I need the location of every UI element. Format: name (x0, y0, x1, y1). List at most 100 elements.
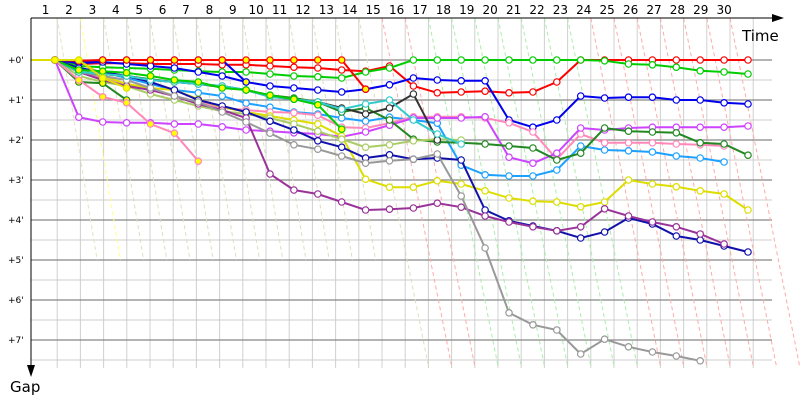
data-point (218, 84, 227, 92)
data-point (505, 119, 513, 127)
data-point (600, 198, 609, 206)
data-point (505, 89, 513, 97)
data-point (385, 96, 394, 104)
data-point (720, 190, 728, 198)
data-point (146, 84, 155, 92)
x-tick-label: 24 (576, 3, 591, 17)
data-point (75, 66, 83, 74)
data-point (648, 93, 657, 102)
data-point (433, 76, 442, 84)
data-point (648, 61, 657, 69)
series-16 (31, 56, 203, 166)
data-point (648, 218, 657, 226)
data-point (648, 128, 657, 136)
data-point (672, 129, 681, 137)
x-axis-label: Time (741, 27, 779, 45)
data-point (433, 177, 442, 185)
data-point (481, 113, 489, 121)
data-point (337, 198, 346, 206)
data-point (457, 156, 466, 164)
lap-marker-line (404, 17, 476, 369)
data-point (170, 92, 179, 100)
data-point (75, 113, 83, 122)
data-point (313, 73, 322, 81)
data-point (552, 56, 561, 64)
data-point (290, 141, 298, 149)
data-point (457, 140, 466, 148)
y-tick-label: +1' (8, 96, 24, 106)
data-point (672, 96, 681, 104)
lap-marker-line (149, 17, 191, 261)
data-point (385, 141, 394, 149)
y-tick-label: +0' (8, 56, 24, 66)
data-point (505, 172, 513, 180)
x-tick-label: 3 (89, 3, 97, 17)
lap-marker-line (613, 17, 685, 369)
x-tick-label: 30 (717, 3, 732, 17)
data-point (696, 356, 705, 365)
data-point (313, 101, 322, 109)
lap-marker-line (659, 17, 731, 369)
data-point (194, 89, 203, 97)
data-point (672, 183, 681, 191)
data-point (552, 198, 561, 206)
data-point (529, 88, 537, 96)
x-tick-label: 25 (600, 3, 615, 17)
x-tick-label: 15 (366, 3, 381, 17)
data-point (600, 94, 609, 102)
data-point (457, 180, 466, 188)
data-point (266, 70, 274, 78)
data-point (505, 153, 513, 162)
data-point (409, 82, 418, 90)
lap-marker-line (520, 17, 592, 369)
x-tick-label: 7 (182, 3, 190, 17)
data-point (624, 212, 633, 220)
data-point (529, 128, 537, 136)
x-tick-label: 21 (506, 3, 521, 17)
data-point (242, 126, 250, 134)
x-tick-label: 28 (670, 3, 685, 17)
data-point (481, 56, 489, 64)
lap-marker-line (242, 17, 284, 261)
data-point (624, 147, 633, 155)
data-point (600, 139, 609, 147)
data-point (242, 86, 250, 94)
data-point (337, 125, 346, 134)
data-point (409, 74, 418, 82)
data-point (337, 56, 346, 64)
data-point (457, 114, 466, 122)
data-point (337, 66, 346, 74)
data-point (720, 140, 728, 148)
data-point (529, 159, 537, 168)
data-point (170, 64, 179, 72)
data-point (313, 120, 322, 128)
data-point (433, 130, 442, 138)
data-point (409, 183, 418, 192)
y-axis-arrow-icon (27, 365, 35, 377)
data-point (337, 88, 346, 96)
x-tick-label: 5 (135, 3, 143, 17)
y-tick-label: +6' (8, 296, 24, 306)
x-tick-label: 20 (483, 3, 498, 17)
data-point (266, 170, 274, 178)
data-point (409, 90, 418, 98)
data-point (433, 150, 442, 158)
lap-marker-line (474, 17, 546, 369)
data-point (313, 137, 322, 145)
data-point (194, 68, 203, 76)
lap-marker-line (497, 17, 569, 369)
data-point (576, 56, 585, 64)
data-point (552, 326, 561, 334)
data-point (744, 248, 752, 256)
x-tick-label: 18 (436, 3, 451, 17)
data-point (481, 171, 489, 179)
data-point (361, 143, 370, 152)
data-point (146, 72, 155, 80)
data-point (361, 159, 370, 168)
data-point (576, 223, 585, 231)
data-point (672, 152, 681, 160)
data-point (290, 63, 298, 71)
y-tick-labels: +0' +1' +2' +3' +4' +5' +6' +7' (8, 56, 24, 346)
x-tick-label: 26 (623, 3, 638, 17)
x-tick-label: 10 (249, 3, 264, 17)
